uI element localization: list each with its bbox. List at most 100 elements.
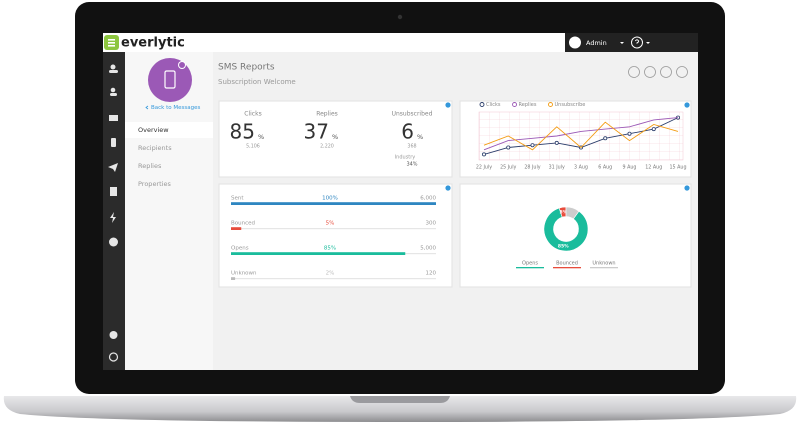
point [651,127,656,132]
tool-share[interactable] [676,66,688,78]
help-glyph [634,39,640,44]
icon-user[interactable] [110,87,116,93]
legend-underline [553,267,581,269]
nav-item[interactable]: Overview [138,126,169,134]
delivery-count: 6,000 [420,196,436,202]
point [481,152,486,157]
page-title: SMS Reports [218,63,275,73]
icon-automation[interactable] [110,212,116,223]
laptop-base [3,396,797,422]
nav-item[interactable]: Properties [138,180,171,188]
point [627,131,632,136]
delivery-label: Bounced [231,221,255,227]
donut-slice [543,207,589,252]
info-icons [445,102,690,191]
stat-count: 5,106 [246,144,260,150]
page-subtitle: Subscription Welcome [218,78,296,86]
delivery-label: Unknown [231,271,257,277]
icon-send[interactable] [108,163,118,172]
nav-menu: Overview Recipients Replies Properties [125,122,213,188]
delivery-bar [231,227,242,230]
stat-count: 368 [407,144,416,150]
delivery-percent: 100% [322,196,338,202]
icon-integrations[interactable] [109,237,118,247]
x-tick-label: 3 Aug [574,165,588,171]
info-icon[interactable] [445,102,451,108]
avatar[interactable] [569,36,581,49]
dropdown-caret[interactable] [646,42,650,44]
stat-label: Clicks [244,111,261,118]
user-name[interactable]: Admin [586,39,607,47]
info-icon[interactable] [684,185,690,191]
legend-swatch [512,102,517,107]
delivery-bar [231,252,406,255]
icon-mail[interactable] [109,115,118,121]
stat-label: Unsubscribed [392,111,433,118]
back-link[interactable]: Back to Messages [151,105,200,111]
logo-stroke [108,45,115,47]
stat-value: 37 [304,120,329,144]
industry-label: Industry [395,155,416,161]
delivery-percent: 2% [326,271,335,277]
icon-settings[interactable] [109,331,118,339]
info-icon[interactable] [684,102,690,108]
phone-glyph [164,70,176,89]
legend-label: Replies [519,102,537,108]
legend-swatch [548,102,553,107]
legend-label: Opens [522,261,538,267]
tool-copy[interactable] [644,66,656,78]
delivery-count: 300 [426,221,437,227]
tool-edit[interactable] [660,66,672,78]
nav-item[interactable]: Replies [138,162,162,170]
stat-unit: % [417,133,423,141]
icon-contacts-body [109,70,118,73]
icon-user-body [110,93,117,96]
x-tick-label: 6 Aug [598,165,612,171]
icon-logout[interactable] [108,352,119,362]
nav-active [125,122,213,138]
nav-panel [125,52,213,370]
legend-label: Bounced [556,261,578,267]
x-tick-label: 9 Aug [623,165,637,171]
nav-item[interactable]: Recipients [138,144,172,152]
delivery-card [218,183,453,288]
tool-view[interactable] [628,66,640,78]
stat-unit: % [258,133,264,141]
logo-stroke [108,42,115,44]
icon-report[interactable] [110,187,117,196]
industry-value: 34% [406,162,417,168]
plot-grid [478,111,684,161]
icon-sidebar [103,52,125,370]
back-chevron[interactable] [145,105,149,110]
legend-label: Unsubscribe [555,102,586,108]
x-tick-label: 22 July [476,165,492,171]
series-line [483,117,679,151]
point [530,143,535,148]
x-tick-label: 28 July [524,165,540,171]
delivery-percent: 85% [324,246,336,252]
legend-swatch [479,102,485,107]
x-tick-label: 15 Aug [670,165,687,171]
help-icon[interactable] [631,36,643,49]
stat-label: Replies [316,111,338,118]
delivery-count: 5,000 [420,246,436,252]
stat-value: 85 [230,120,255,144]
slice-label: 5% [559,209,567,215]
base-notch [350,396,450,403]
delivery-bar [231,277,236,280]
x-tick-label: 25 July [500,165,516,171]
icon-sms[interactable] [111,138,116,147]
legend-underline [590,267,618,269]
icon-contacts[interactable] [110,64,116,70]
camera [397,14,403,20]
stat-unit: % [332,133,338,141]
delivery-count: 120 [426,271,437,277]
delivery-label: Sent [231,196,244,202]
donut-card [459,183,692,288]
legend-label: Clicks [486,102,501,108]
dropdown-caret[interactable] [620,42,624,44]
series-line [483,121,679,151]
message-type-icon [148,58,192,102]
info-icon[interactable] [445,185,451,191]
